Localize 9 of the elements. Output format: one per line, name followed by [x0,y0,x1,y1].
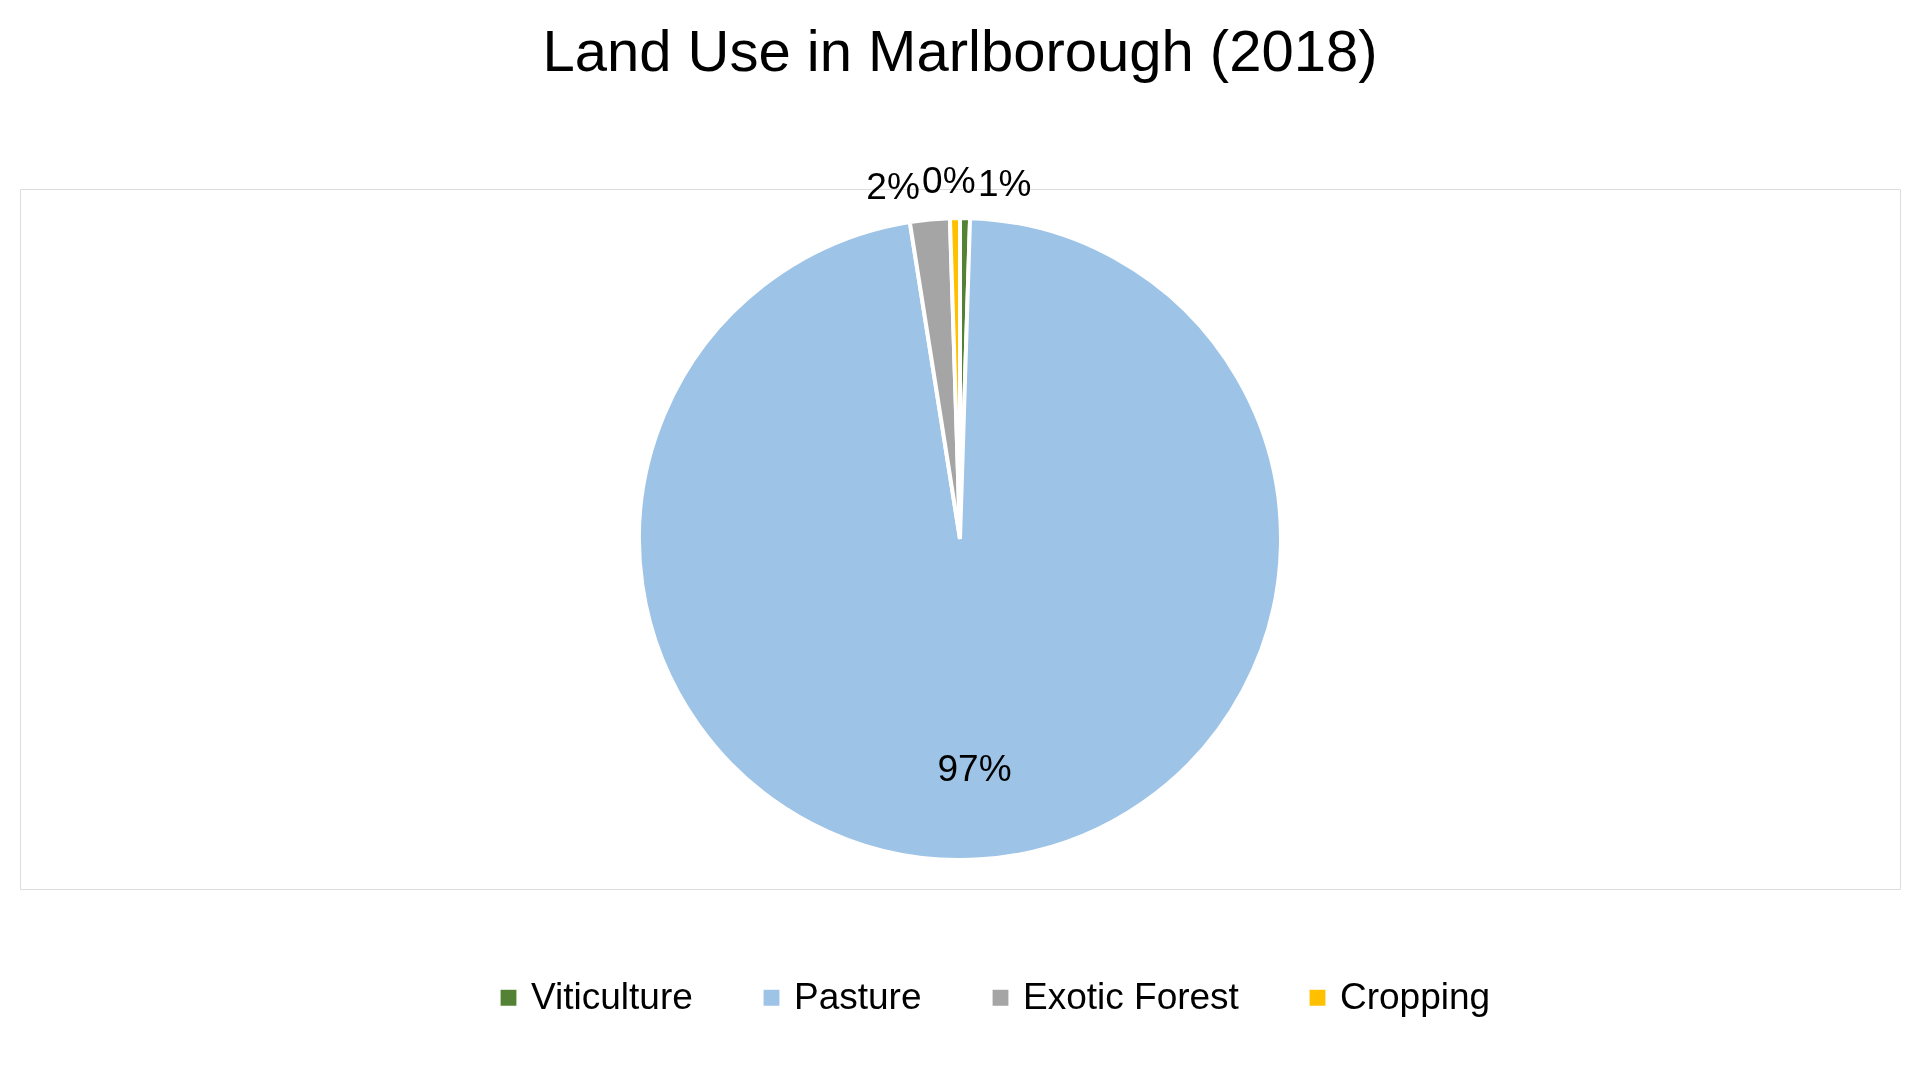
legend-label: Pasture [794,975,922,1017]
data-label: 2% [866,166,920,208]
data-label: 97% [937,747,1012,789]
data-label: 0% [922,160,976,202]
legend-label: Viticulture [531,975,693,1017]
data-label: 1% [978,162,1032,204]
chart-title: Land Use in Marlborough (2018) [542,18,1378,84]
legend-label: Exotic Forest [1023,975,1240,1017]
legend-label: Cropping [1340,975,1491,1017]
